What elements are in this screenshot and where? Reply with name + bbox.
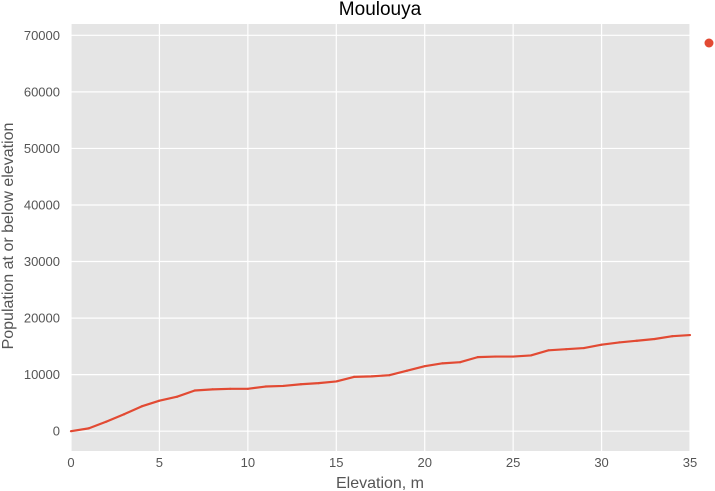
x-tick-label-0: 0 bbox=[67, 455, 74, 470]
grid-lines bbox=[70, 24, 691, 451]
data-point-24 bbox=[494, 355, 497, 358]
data-point-14 bbox=[317, 382, 320, 385]
data-point-17 bbox=[370, 375, 373, 378]
data-point-30 bbox=[600, 343, 603, 346]
data-point-32 bbox=[635, 339, 639, 342]
data-point-25 bbox=[512, 355, 515, 358]
data-point-33 bbox=[653, 337, 656, 341]
data-point-6 bbox=[176, 395, 179, 398]
data-point-12 bbox=[282, 384, 285, 388]
data-point-7 bbox=[193, 389, 196, 392]
data-point-19 bbox=[405, 369, 409, 372]
data-point-10 bbox=[246, 387, 249, 390]
data-point-9 bbox=[229, 387, 232, 390]
series-line-0 bbox=[70, 333, 691, 433]
plot-area bbox=[71, 24, 690, 451]
data-point-8 bbox=[211, 388, 214, 391]
data-point-18 bbox=[388, 374, 391, 377]
data-point-4 bbox=[140, 405, 143, 408]
x-tick-labels: 0 5 10 15 20 25 30 35 bbox=[67, 455, 697, 470]
x-tick-label-5: 25 bbox=[506, 455, 520, 470]
data-point-22 bbox=[458, 361, 462, 364]
data-point-35 bbox=[688, 333, 692, 337]
data-point-20 bbox=[423, 365, 426, 368]
y-tick-label-3: 30000 bbox=[24, 254, 60, 269]
x-tick-label-1: 5 bbox=[156, 455, 163, 470]
data-point-31 bbox=[618, 341, 621, 344]
data-point-34 bbox=[671, 335, 674, 338]
data-point-29 bbox=[582, 346, 585, 350]
data-point-23 bbox=[476, 356, 479, 359]
data-point-3 bbox=[122, 413, 126, 416]
y-tick-label-0: 0 bbox=[53, 424, 60, 439]
data-point-2 bbox=[105, 420, 108, 423]
y-tick-label-2: 20000 bbox=[24, 311, 60, 326]
data-point-16 bbox=[352, 375, 356, 379]
x-tick-label-4: 20 bbox=[417, 455, 431, 470]
x-tick-label-7: 35 bbox=[683, 455, 697, 470]
y-tick-label-5: 50000 bbox=[24, 141, 60, 156]
y-tick-label-4: 40000 bbox=[24, 197, 60, 212]
y-tick-label-1: 10000 bbox=[24, 367, 60, 382]
data-point-13 bbox=[299, 383, 303, 386]
data-point-28 bbox=[565, 348, 568, 351]
data-point-1 bbox=[87, 427, 90, 430]
x-tick-label-6: 30 bbox=[594, 455, 608, 470]
y-tick-label-7: 70000 bbox=[24, 28, 60, 43]
x-axis-label: Elevation, m bbox=[336, 475, 424, 491]
y-tick-labels: 0 10000 20000 30000 40000 50000 60000 70000 bbox=[24, 28, 60, 439]
data-point-5 bbox=[158, 399, 161, 402]
data-point-11 bbox=[264, 385, 267, 388]
y-tick-label-6: 60000 bbox=[24, 84, 60, 99]
y-axis-label: Population at or below elevation bbox=[0, 123, 17, 350]
data-point-0 bbox=[69, 430, 73, 433]
chart-title: Moulouya bbox=[339, 0, 422, 20]
x-tick-label-3: 15 bbox=[329, 455, 343, 470]
data-point-26 bbox=[529, 354, 532, 357]
x-tick-label-2: 10 bbox=[241, 455, 255, 470]
data-point-21 bbox=[441, 362, 444, 365]
data-point-27 bbox=[547, 349, 550, 352]
legend-marker bbox=[704, 38, 714, 48]
series-group bbox=[69, 333, 692, 433]
data-point-15 bbox=[335, 380, 338, 383]
